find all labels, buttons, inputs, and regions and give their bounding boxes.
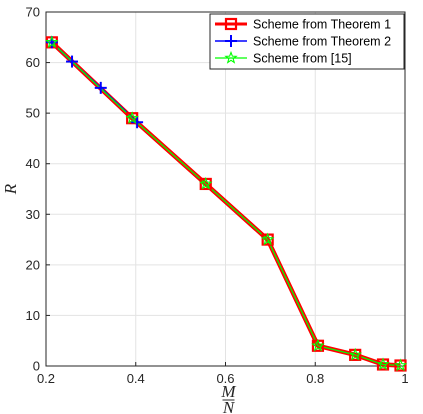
- y-tick-label: 50: [26, 106, 40, 121]
- x-tick-label: 0.4: [127, 371, 145, 386]
- x-tick-label: 0.6: [216, 371, 234, 386]
- series-3-point: [199, 176, 213, 190]
- legend-symbol-blue-plus: [215, 35, 247, 47]
- legend-label: Scheme from [15]: [253, 52, 352, 66]
- legend-entry-ref-15: Scheme from [15]: [215, 50, 352, 66]
- legend-symbol-red-square: [215, 17, 247, 31]
- legend-marker: [224, 17, 238, 31]
- series-3-point: [311, 338, 325, 352]
- x-tick-label: 0.2: [37, 371, 55, 386]
- y-tick-label: 10: [26, 308, 40, 323]
- grid: [45, 11, 406, 367]
- x-axis-label-numerator: M: [220, 382, 236, 401]
- legend-label: Scheme from Theorem 1: [253, 18, 391, 32]
- y-axis-ticks: 0 10 20 30 40 50 60 70: [26, 5, 50, 374]
- legend-label: Scheme from Theorem 2: [253, 35, 391, 49]
- series-2-point: [94, 81, 107, 94]
- y-tick-label: 40: [26, 156, 40, 171]
- x-axis-label: M N: [220, 382, 236, 414]
- series-3-point: [393, 358, 408, 372]
- y-tick-label: 60: [26, 55, 40, 70]
- legend: Scheme from Theorem 1 Scheme from Theore…: [209, 13, 405, 70]
- legend-entry-theorem-1: Scheme from Theorem 1: [215, 18, 391, 32]
- legend-symbol-green-star: [215, 50, 247, 64]
- x-tick-label: 1: [401, 371, 408, 386]
- series-3-point: [125, 111, 139, 124]
- series-3-point: [348, 347, 362, 361]
- series-3-point: [260, 232, 275, 246]
- y-tick-label: 20: [26, 257, 40, 272]
- x-tick-label: 0.8: [306, 371, 324, 386]
- series-3-point: [376, 357, 390, 371]
- series-3-point: [45, 35, 59, 49]
- y-tick-label: 70: [26, 5, 40, 20]
- series-2-point: [131, 116, 144, 129]
- legend-entry-theorem-2: Scheme from Theorem 2: [215, 35, 391, 49]
- legend-marker: [224, 50, 238, 64]
- x-axis-label-denominator: N: [222, 398, 236, 414]
- series-layer: [45, 35, 408, 372]
- y-tick-label: 30: [26, 207, 40, 222]
- y-axis-label: R: [1, 183, 20, 195]
- series-2-point: [66, 55, 79, 68]
- x-axis-ticks: 0.2 0.4 0.6 0.8 1: [37, 362, 409, 386]
- y-tick-label: 0: [33, 359, 40, 374]
- legend-marker: [225, 35, 237, 47]
